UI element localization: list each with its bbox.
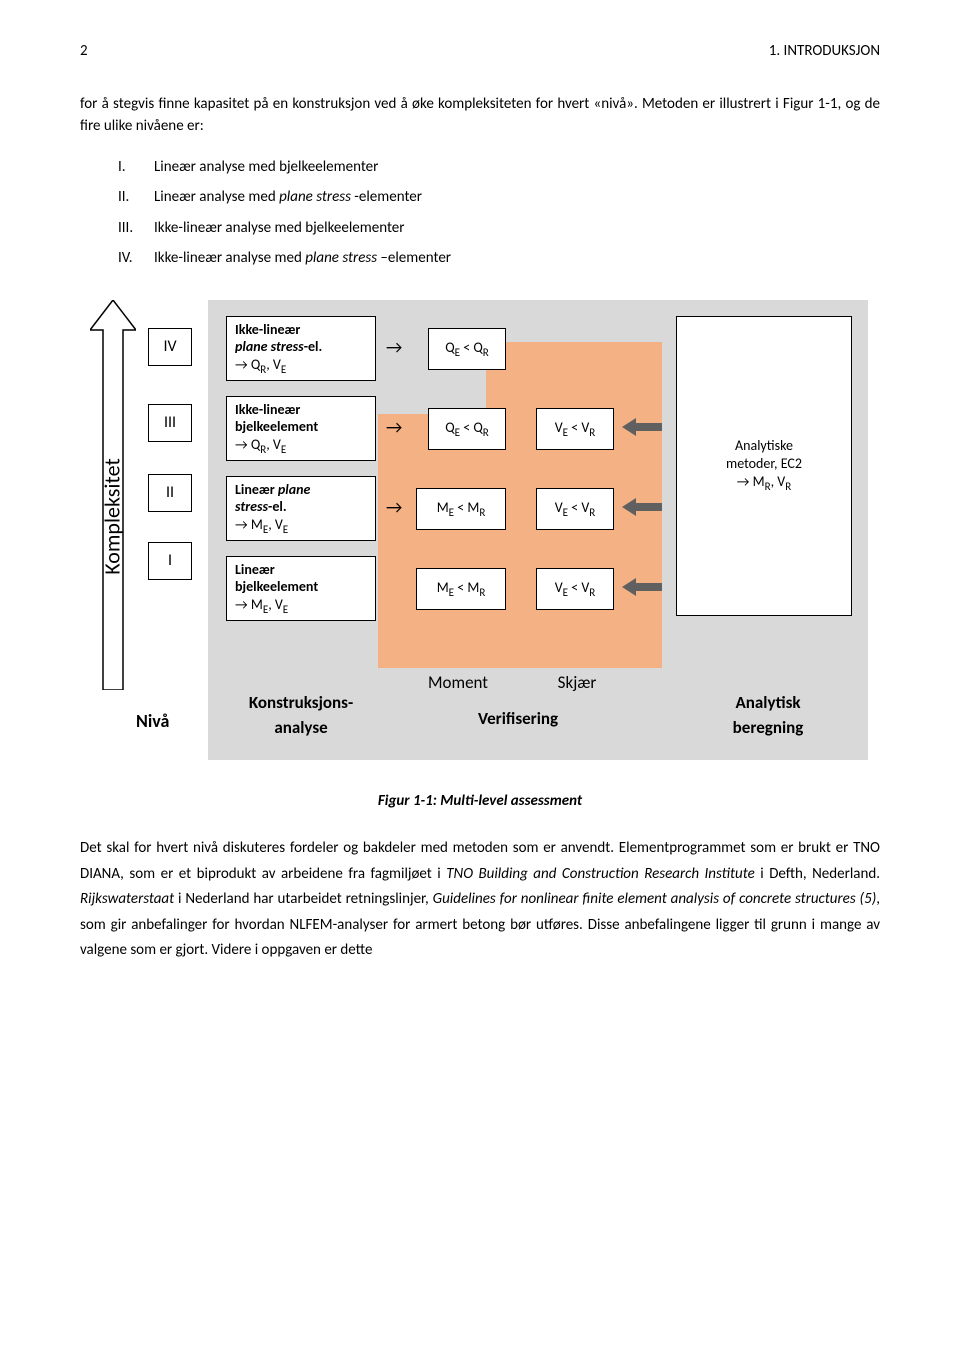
figure-1-1: Kompleksitet IV III II I Nivå Ikke-lineæ… (90, 300, 870, 780)
method-box-i: Lineær bjelkeelement → ME, VE (226, 556, 376, 622)
col-label-analytisk: Analytisk beregning (698, 690, 838, 741)
arrow-left-icon (622, 496, 662, 518)
nivaa-label: Nivå (136, 708, 169, 735)
list-text: Ikke-lineær analyse med plane stress –el… (154, 247, 451, 270)
level-box-iv: IV (148, 328, 192, 366)
col-label-konstruksjon: Konstruksjons- analyse (226, 690, 376, 741)
list-item: I. Lineær analyse med bjelkeelementer (118, 156, 880, 179)
conclusion-paragraph: Det skal for hvert nivå diskuteres forde… (80, 836, 880, 964)
check-q-iii: QE < QR (428, 408, 506, 450)
roman-numeral: IV. (118, 247, 154, 270)
page-number: 2 (80, 40, 88, 63)
list-item: III. Ikke-lineær analyse med bjelkeeleme… (118, 217, 880, 240)
method-box-iii: Ikke-lineær bjelkeelement → QR, VE (226, 396, 376, 462)
arrow-right-icon: → (386, 494, 402, 521)
orange-region-main (378, 414, 662, 668)
col-label-moment: Moment (408, 670, 508, 696)
level-box-iii: III (148, 404, 192, 442)
method-box-ii: Lineær plane stress-el. → ME, VE (226, 476, 376, 542)
check-m-ii: ME < MR (416, 488, 506, 530)
list-text: Lineær analyse med bjelkeelementer (154, 156, 378, 179)
arrow-left-icon (622, 416, 662, 438)
method-box-iv: Ikke-lineær plane stress-el. → QR, VE (226, 316, 376, 382)
level-boxes: IV III II I (148, 328, 192, 608)
figure-caption: Figur 1-1: Multi-level assessment (80, 790, 880, 813)
arrow-right-icon: → (386, 334, 402, 361)
list-text: Lineær analyse med plane stress -element… (154, 186, 422, 209)
list-item: II. Lineær analyse med plane stress -ele… (118, 186, 880, 209)
col-label-verifisering: Verifisering (438, 706, 598, 732)
roman-numeral: II. (118, 186, 154, 209)
check-v-iii: VE < VR (536, 408, 614, 450)
arrow-right-icon: → (386, 414, 402, 441)
arrow-left-icon (622, 576, 662, 598)
level-box-i: I (148, 542, 192, 580)
chapter-title: 1. INTRODUKSJON (769, 40, 880, 63)
intro-paragraph: for å stegvis finne kapasitet på en kons… (80, 93, 880, 138)
col-label-skjaer: Skjær (532, 670, 622, 696)
analytic-methods-box: Analytiske metoder, EC2 → MR, VR (676, 316, 852, 616)
roman-numeral: I. (118, 156, 154, 179)
method-list: I. Lineær analyse med bjelkeelementer II… (80, 156, 880, 270)
list-item: IV. Ikke-lineær analyse med plane stress… (118, 247, 880, 270)
check-v-i: VE < VR (536, 568, 614, 610)
diagram-background: Ikke-lineær plane stress-el. → QR, VE Ik… (208, 300, 868, 760)
roman-numeral: III. (118, 217, 154, 240)
check-v-ii: VE < VR (536, 488, 614, 530)
page-header: 2 1. INTRODUKSJON (80, 40, 880, 63)
check-m-i: ME < MR (416, 568, 506, 610)
list-text: Ikke-lineær analyse med bjelkeelementer (154, 217, 405, 240)
check-q-iv: QE < QR (428, 328, 506, 370)
complexity-axis-label: Kompleksitet (96, 436, 129, 596)
level-box-ii: II (148, 474, 192, 512)
